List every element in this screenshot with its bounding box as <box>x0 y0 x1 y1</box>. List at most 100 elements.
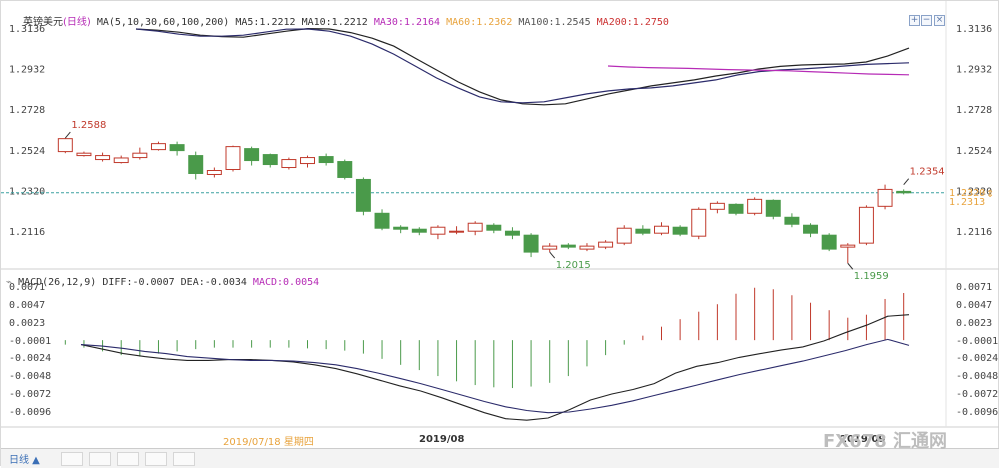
macd-header: ⌁ MACD(26,12,9) DIFF:-0.0007 DEA:-0.0034… <box>6 277 319 288</box>
toolbar-button[interactable] <box>117 452 139 466</box>
candle-body <box>393 226 409 230</box>
dea-value: DEA:-0.0034 <box>180 277 247 288</box>
candle-body <box>747 198 763 214</box>
y-tick-label: 1.2728 <box>956 105 992 116</box>
candle-body <box>840 244 856 248</box>
zoom-out-icon[interactable]: − <box>921 15 932 26</box>
ma60-value: MA60:1.2362 <box>446 17 513 28</box>
macd-tick-label: 0.0023 <box>956 318 992 329</box>
candle-body <box>542 245 558 250</box>
candle-body <box>523 234 539 253</box>
ma5-value: MA5:1.2212 <box>235 17 296 28</box>
macd-tick-label: -0.0072 <box>9 389 51 400</box>
candle-body <box>691 208 707 237</box>
macd-tick-label: -0.0001 <box>956 336 998 347</box>
toolbar: 日线 ▲ <box>1 448 999 468</box>
candle-body <box>132 152 148 159</box>
ma100-value: MA100:1.2545 <box>518 17 591 28</box>
annotation-pointer <box>903 178 910 185</box>
macd-line-diff <box>80 314 910 421</box>
candle-body <box>113 157 129 164</box>
macd-tick-label: -0.0096 <box>956 407 998 418</box>
ma-params-label: MA(5,10,30,60,100,200) <box>96 17 230 28</box>
cursor-date-label: 2019/07/18 星期四 <box>223 437 314 448</box>
candle-body <box>225 146 241 171</box>
zoom-in-icon[interactable]: + <box>909 15 920 26</box>
candle-body <box>858 206 874 244</box>
toolbar-button[interactable] <box>145 452 167 466</box>
candle-body <box>504 230 520 236</box>
ma10-value: MA10:1.2212 <box>301 17 368 28</box>
x-tick-label: 2019/09 <box>840 434 885 445</box>
ma200-value: MA200:1.2750 <box>596 17 669 28</box>
candle-body <box>150 143 166 151</box>
candle-body <box>262 154 278 166</box>
y-tick-label: 1.3136 <box>956 24 992 35</box>
chart-svg[interactable]: 1.3136 1.3136 1.2932 1.2932 1.2728 1.2728 1.25… <box>1 1 999 448</box>
ma-line-ma5 <box>135 27 910 106</box>
candle-body <box>355 178 371 212</box>
macd-params-label: MACD(26,12,9) <box>18 277 97 288</box>
y-tick-label: 1.2320 <box>956 186 992 197</box>
y-tick-label: 1.2932 <box>956 65 992 76</box>
candle-body <box>877 188 893 207</box>
candle-body <box>188 155 204 174</box>
candle-body <box>728 203 744 214</box>
macd-tick-label: -0.0096 <box>9 407 51 418</box>
y-tick-label: 1.2932 <box>9 65 45 76</box>
x-tick-label: 2019/08 <box>419 434 464 445</box>
toolbar-button[interactable] <box>89 452 111 466</box>
close-icon[interactable]: × <box>934 15 945 26</box>
macd-toggle-icon[interactable]: ⌁ <box>6 277 13 288</box>
toolbar-button[interactable] <box>61 452 83 466</box>
candle-body <box>169 144 185 152</box>
candle-body <box>486 224 502 231</box>
candle-body <box>300 157 315 165</box>
macd-tick-label: 0.0047 <box>9 300 45 311</box>
watermark-logo: FX678 汇通网 <box>823 431 948 452</box>
macd-tick-label: -0.0048 <box>9 371 51 382</box>
candle-body <box>281 159 297 169</box>
candle-body <box>244 148 260 162</box>
period-button[interactable]: 日线 ▲ <box>9 455 40 466</box>
extreme-price-label: 1.2015 <box>556 260 591 271</box>
macd-line-dea <box>80 338 910 414</box>
candle-body <box>616 227 632 244</box>
macd-tick-label: 0.0071 <box>956 282 992 293</box>
candle-body <box>709 202 725 210</box>
symbol-label: 英镑美元 <box>23 17 63 28</box>
macd-tick-label: 0.0071 <box>9 282 45 293</box>
toolbar-button[interactable] <box>173 452 195 466</box>
candle-body <box>896 190 912 194</box>
y-tick-label: 1.2524 <box>956 146 992 157</box>
macd-tick-label: 0.0047 <box>956 300 992 311</box>
candle-body <box>654 225 669 234</box>
candle-body <box>765 199 781 217</box>
candle-body <box>206 170 222 175</box>
macd-tick-label: -0.0072 <box>956 389 998 400</box>
candle-body <box>598 241 614 248</box>
extreme-price-label: 1.2588 <box>71 120 106 131</box>
macd-tick-label: -0.0001 <box>9 336 51 347</box>
candle-body <box>374 212 390 229</box>
ma-line-ma10 <box>135 28 910 104</box>
extreme-price-label: 1.1959 <box>854 271 889 282</box>
candle-body <box>635 228 651 234</box>
price-tag-label: 1.2320 <box>949 188 985 199</box>
macd-tick-label: 0.0023 <box>9 318 45 329</box>
macd-tick-label: -0.0048 <box>956 371 998 382</box>
period-label: (日线) <box>63 17 91 28</box>
price-marker-icon: ⇕ <box>986 189 994 200</box>
annotation-pointer <box>847 262 854 270</box>
diff-value: DIFF:-0.0007 <box>102 277 175 288</box>
y-tick-label: 1.2116 <box>9 227 45 238</box>
macd-value: MACD:0.0054 <box>252 277 320 288</box>
candle-body <box>430 226 446 235</box>
macd-tick-label: -0.0024 <box>956 353 998 364</box>
annotation-pointer <box>549 251 556 259</box>
y-tick-label: 1.3136 <box>9 24 45 35</box>
candle-body <box>803 224 819 234</box>
annotation-pointer <box>64 131 71 139</box>
candle-body <box>672 226 688 235</box>
y-tick-label: 1.2524 <box>9 146 45 157</box>
